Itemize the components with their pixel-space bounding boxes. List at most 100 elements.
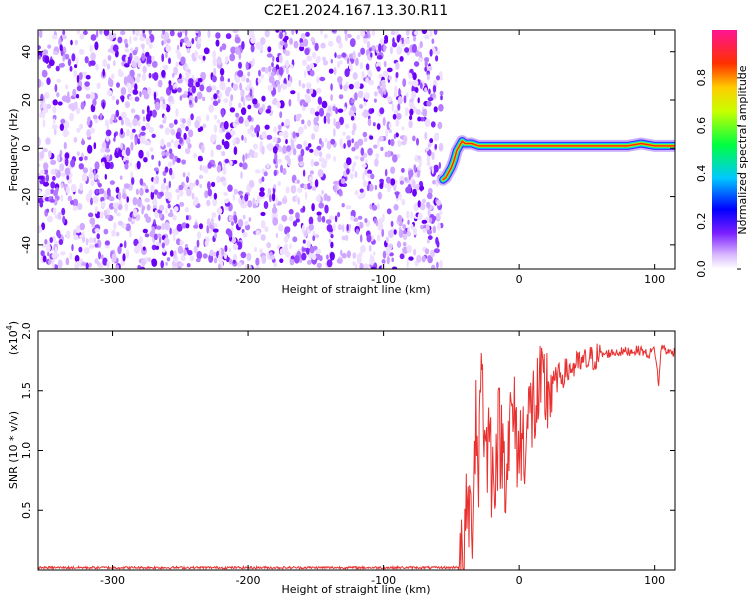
noise-speckle bbox=[330, 241, 334, 249]
noise-speckle bbox=[66, 185, 70, 195]
noise-speckle bbox=[113, 132, 117, 139]
noise-speckle bbox=[330, 94, 333, 101]
noise-speckle bbox=[267, 46, 272, 53]
noise-speckle bbox=[93, 169, 96, 177]
noise-speckle bbox=[185, 147, 191, 155]
noise-speckle bbox=[151, 55, 155, 62]
noise-speckle bbox=[45, 174, 50, 183]
noise-speckle bbox=[224, 198, 229, 204]
noise-speckle bbox=[424, 87, 428, 93]
noise-speckle bbox=[426, 155, 431, 163]
noise-speckle bbox=[396, 113, 402, 120]
noise-speckle bbox=[175, 188, 180, 193]
noise-speckle bbox=[325, 112, 331, 118]
noise-speckle bbox=[404, 47, 410, 53]
noise-speckle bbox=[239, 82, 243, 91]
noise-speckle bbox=[164, 127, 170, 135]
noise-speckle bbox=[89, 44, 93, 53]
noise-speckle bbox=[211, 75, 217, 83]
noise-speckle bbox=[165, 44, 172, 53]
noise-speckle bbox=[399, 180, 404, 185]
noise-speckle bbox=[261, 95, 266, 102]
noise-speckle bbox=[324, 204, 329, 214]
noise-speckle bbox=[275, 197, 279, 204]
noise-speckle bbox=[48, 59, 55, 67]
spectrogram-plot-area bbox=[38, 30, 675, 269]
noise-speckle bbox=[391, 266, 398, 269]
noise-speckle bbox=[344, 123, 350, 129]
noise-speckle bbox=[277, 84, 281, 93]
noise-speckle bbox=[45, 188, 51, 196]
noise-speckle bbox=[370, 257, 374, 262]
noise-speckle bbox=[229, 107, 236, 113]
noise-speckle bbox=[301, 119, 305, 125]
noise-speckle bbox=[213, 114, 218, 120]
noise-speckle bbox=[232, 193, 236, 201]
noise-speckle bbox=[380, 146, 384, 152]
noise-speckle bbox=[436, 261, 439, 269]
noise-speckle bbox=[403, 177, 408, 182]
noise-speckle bbox=[124, 202, 128, 212]
noise-speckle bbox=[393, 229, 397, 235]
noise-speckle bbox=[92, 98, 97, 107]
noise-speckle bbox=[181, 118, 186, 124]
noise-speckle bbox=[127, 56, 132, 65]
noise-speckle bbox=[63, 120, 70, 130]
noise-speckle bbox=[127, 86, 133, 94]
noise-speckle bbox=[326, 140, 332, 150]
noise-speckle bbox=[350, 116, 355, 121]
noise-speckle bbox=[90, 179, 95, 187]
noise-speckle bbox=[120, 30, 126, 36]
noise-speckle bbox=[104, 240, 110, 246]
noise-speckle bbox=[301, 224, 305, 234]
noise-speckle bbox=[407, 183, 412, 192]
noise-speckle bbox=[218, 92, 223, 97]
noise-speckle bbox=[354, 141, 360, 150]
noise-speckle bbox=[306, 88, 311, 94]
noise-speckle bbox=[139, 178, 144, 186]
noise-speckle bbox=[279, 248, 285, 256]
noise-speckle bbox=[161, 53, 165, 62]
noise-speckle bbox=[180, 123, 185, 129]
noise-speckle bbox=[72, 205, 78, 211]
noise-speckle bbox=[145, 51, 150, 58]
noise-speckle bbox=[160, 138, 165, 147]
noise-speckle bbox=[255, 41, 262, 50]
noise-speckle bbox=[433, 30, 438, 36]
noise-speckle bbox=[410, 211, 413, 220]
noise-speckle bbox=[432, 85, 437, 93]
noise-speckle bbox=[316, 87, 322, 94]
noise-speckle bbox=[275, 232, 279, 239]
noise-speckle bbox=[246, 84, 250, 91]
noise-speckle bbox=[335, 121, 341, 130]
noise-speckle bbox=[301, 83, 306, 89]
noise-speckle bbox=[247, 104, 252, 110]
noise-speckle bbox=[142, 116, 146, 122]
noise-speckle bbox=[406, 92, 409, 98]
noise-speckle bbox=[281, 122, 284, 127]
noise-speckle bbox=[330, 58, 333, 64]
noise-speckle bbox=[192, 56, 197, 62]
noise-speckle bbox=[260, 74, 264, 79]
noise-speckle bbox=[279, 54, 283, 64]
noise-speckle bbox=[336, 61, 341, 68]
noise-speckle bbox=[75, 94, 80, 99]
noise-speckle bbox=[325, 153, 331, 160]
noise-speckle bbox=[256, 131, 260, 138]
noise-speckle bbox=[95, 64, 99, 71]
noise-speckle bbox=[384, 168, 388, 177]
noise-speckle bbox=[198, 174, 204, 179]
noise-speckle bbox=[426, 100, 432, 107]
noise-speckle bbox=[348, 61, 352, 70]
noise-speckle bbox=[49, 237, 53, 243]
noise-speckle bbox=[362, 172, 365, 181]
noise-speckle bbox=[53, 189, 58, 197]
noise-speckle bbox=[397, 96, 403, 105]
noise-speckle bbox=[136, 138, 141, 145]
noise-speckle bbox=[412, 72, 417, 81]
noise-speckle bbox=[329, 251, 335, 261]
noise-speckle bbox=[176, 87, 182, 93]
noise-speckle bbox=[99, 30, 103, 35]
noise-speckle bbox=[393, 134, 397, 139]
noise-speckle bbox=[318, 202, 325, 209]
